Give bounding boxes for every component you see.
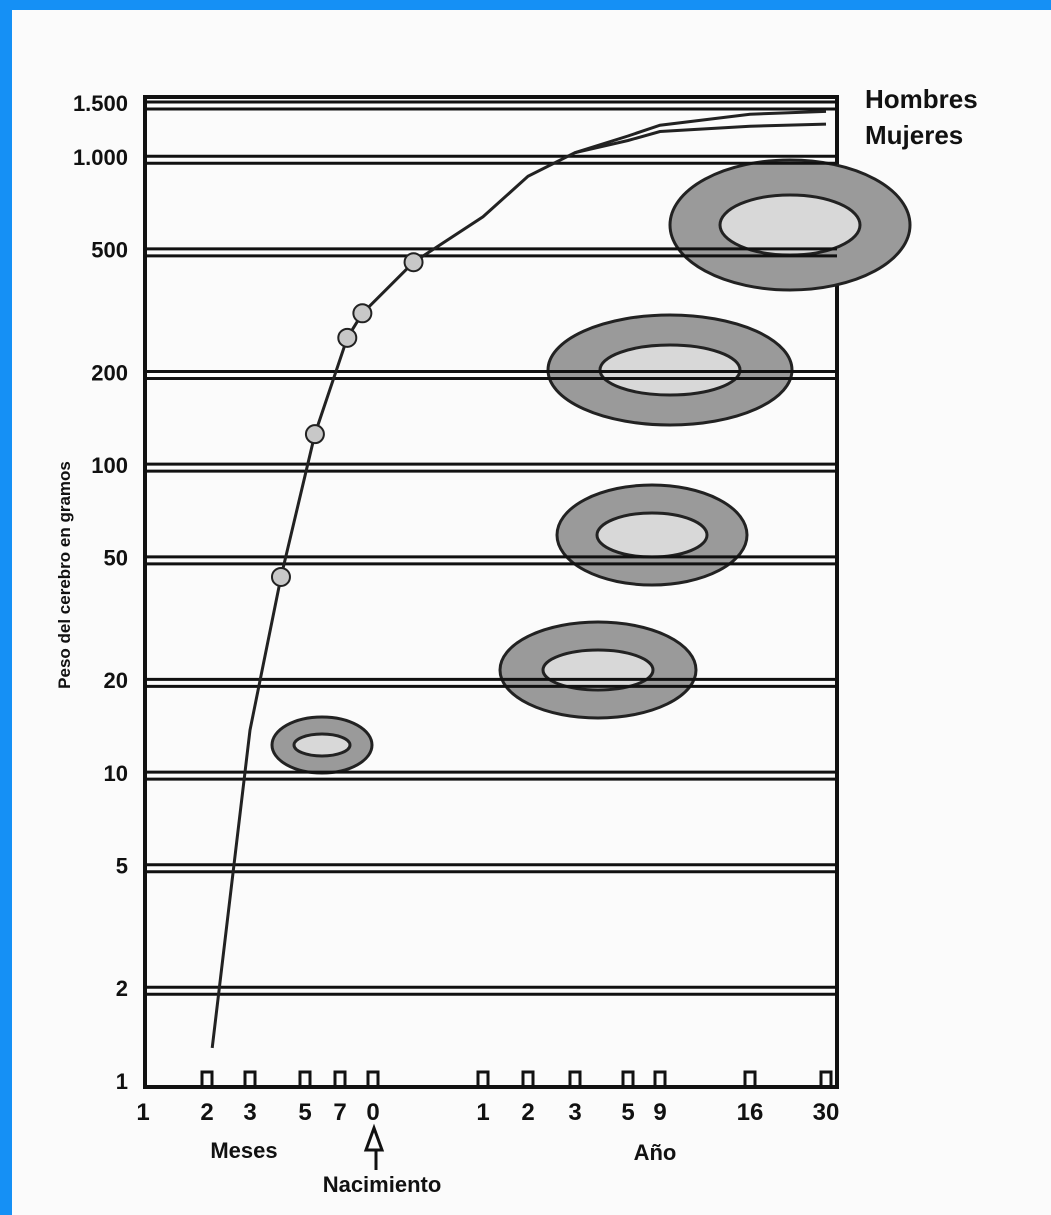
legend-entry: Mujeres (865, 120, 963, 150)
y-tick-label: 100 (91, 453, 128, 478)
x-tick (819, 1070, 833, 1085)
birth-arrow (363, 1123, 385, 1170)
y-tick-label: 1.500 (73, 91, 128, 116)
series-line (574, 122, 827, 155)
y-tick-label: 50 (104, 546, 128, 571)
y-tick-label: 10 (104, 761, 128, 786)
frame: Peso del cerebro en gramos Meses Año Nac… (12, 10, 1051, 1215)
x-tick-label: 1 (476, 1099, 489, 1126)
y-tick-label: 1.000 (73, 145, 128, 170)
y-tick-label: 2 (116, 976, 128, 1001)
point (270, 566, 291, 587)
x-tick-label: 7 (333, 1099, 346, 1126)
brain-illustrations (270, 158, 912, 775)
x-tick (366, 1070, 380, 1085)
point (403, 252, 424, 273)
x-tick (521, 1070, 535, 1085)
x-tick (568, 1070, 582, 1085)
x-tick (476, 1070, 490, 1085)
birth-label: Nacimiento (323, 1172, 442, 1197)
x-tick (743, 1070, 757, 1085)
x-tick (653, 1070, 667, 1085)
plot-frame (143, 95, 839, 1089)
x-tick-label: 3 (568, 1099, 581, 1126)
point (337, 327, 358, 348)
y-tick-label: 1 (116, 1069, 128, 1094)
point (352, 303, 373, 324)
x-tick-label: 5 (298, 1099, 311, 1126)
x-tick-label: 2 (521, 1099, 534, 1126)
x-tick (298, 1070, 312, 1085)
y-tick-label: 500 (91, 238, 128, 263)
x-tick (200, 1070, 214, 1085)
legend-entry: Hombres (865, 84, 978, 114)
x-tick-label: 2 (200, 1099, 213, 1126)
y-tick-label: 5 (116, 854, 128, 879)
x-tick-label: 30 (813, 1099, 840, 1126)
x-tick-label: 9 (653, 1099, 666, 1126)
x-tick (243, 1070, 257, 1085)
chart: Peso del cerebro en gramos Meses Año Nac… (55, 84, 978, 1197)
x-tick-label: 16 (737, 1099, 764, 1126)
y-tick-label: 200 (91, 360, 128, 385)
x-tick (333, 1070, 347, 1085)
x-tick-label: 1 (136, 1099, 149, 1126)
x-tick-label: 0 (366, 1099, 379, 1126)
point (304, 424, 325, 445)
years-label: Año (634, 1140, 677, 1165)
y-tick-label: 20 (104, 668, 128, 693)
series-line (210, 109, 827, 1049)
x-tick-label: 3 (243, 1099, 256, 1126)
x-tick-label: 5 (621, 1099, 634, 1126)
y-axis-label: Peso del cerebro en gramos (55, 461, 74, 689)
months-label: Meses (210, 1138, 277, 1163)
x-tick (621, 1070, 635, 1085)
plot: Peso del cerebro en gramos Meses Año Nac… (55, 84, 978, 1197)
